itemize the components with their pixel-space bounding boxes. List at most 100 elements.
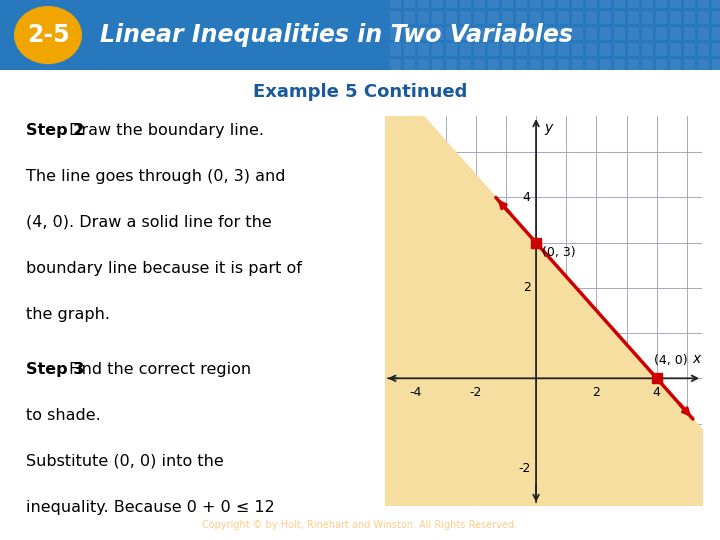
Bar bbox=[460, 11, 471, 24]
Text: x: x bbox=[692, 352, 701, 366]
Bar bbox=[390, 43, 401, 56]
Bar bbox=[446, 11, 457, 24]
Bar bbox=[586, 43, 597, 56]
Bar bbox=[614, 27, 625, 40]
Bar bbox=[684, 11, 695, 24]
Text: 4: 4 bbox=[653, 387, 661, 400]
Bar bbox=[432, 59, 443, 72]
Text: Find the correct region: Find the correct region bbox=[68, 362, 251, 376]
Bar bbox=[614, 43, 625, 56]
Text: (4, 0): (4, 0) bbox=[654, 354, 688, 367]
Text: to shade.: to shade. bbox=[26, 408, 100, 423]
Bar bbox=[628, 0, 639, 8]
Bar bbox=[474, 59, 485, 72]
Text: 4: 4 bbox=[523, 191, 531, 204]
Text: Copyright © by Holt, Rinehart and Winston. All Rights Reserved.: Copyright © by Holt, Rinehart and Winsto… bbox=[202, 520, 518, 530]
Text: 2: 2 bbox=[593, 387, 600, 400]
Bar bbox=[474, 43, 485, 56]
Bar bbox=[656, 0, 667, 8]
Bar bbox=[502, 0, 513, 8]
Bar bbox=[446, 0, 457, 8]
Text: y: y bbox=[544, 120, 553, 134]
Bar bbox=[712, 27, 720, 40]
Bar bbox=[712, 59, 720, 72]
Bar bbox=[516, 59, 527, 72]
Text: The line goes through (0, 3) and: The line goes through (0, 3) and bbox=[26, 168, 285, 184]
Bar bbox=[530, 59, 541, 72]
Bar bbox=[656, 43, 667, 56]
Bar bbox=[516, 0, 527, 8]
Bar bbox=[572, 27, 583, 40]
Bar bbox=[656, 59, 667, 72]
Bar bbox=[488, 59, 499, 72]
Bar bbox=[418, 0, 429, 8]
Bar bbox=[642, 0, 653, 8]
Bar bbox=[544, 11, 555, 24]
Bar bbox=[516, 43, 527, 56]
Bar bbox=[404, 59, 415, 72]
Bar bbox=[684, 43, 695, 56]
Bar bbox=[460, 27, 471, 40]
Bar bbox=[474, 27, 485, 40]
Text: 2-5: 2-5 bbox=[27, 23, 69, 47]
Bar bbox=[698, 59, 709, 72]
Ellipse shape bbox=[14, 6, 82, 64]
Bar bbox=[488, 11, 499, 24]
Bar bbox=[572, 43, 583, 56]
Bar bbox=[502, 59, 513, 72]
Bar bbox=[404, 27, 415, 40]
Bar bbox=[502, 27, 513, 40]
Bar bbox=[558, 0, 569, 8]
Text: Substitute (0, 0) into the: Substitute (0, 0) into the bbox=[26, 454, 223, 469]
Text: boundary line because it is part of: boundary line because it is part of bbox=[26, 261, 302, 275]
Bar bbox=[698, 27, 709, 40]
Bar bbox=[460, 59, 471, 72]
Bar bbox=[572, 0, 583, 8]
Bar bbox=[418, 43, 429, 56]
Bar bbox=[544, 43, 555, 56]
Text: -2: -2 bbox=[469, 387, 482, 400]
Bar bbox=[670, 0, 681, 8]
Bar bbox=[600, 43, 611, 56]
Bar bbox=[544, 0, 555, 8]
Bar bbox=[474, 11, 485, 24]
Bar bbox=[390, 0, 401, 8]
Bar bbox=[642, 59, 653, 72]
Bar bbox=[628, 27, 639, 40]
Bar bbox=[614, 11, 625, 24]
Bar bbox=[586, 59, 597, 72]
Bar bbox=[600, 0, 611, 8]
Bar bbox=[684, 59, 695, 72]
Bar bbox=[572, 59, 583, 72]
Text: -2: -2 bbox=[518, 462, 531, 475]
Bar bbox=[418, 27, 429, 40]
Bar bbox=[558, 43, 569, 56]
Bar bbox=[628, 11, 639, 24]
Bar bbox=[530, 11, 541, 24]
Bar bbox=[670, 27, 681, 40]
Bar bbox=[642, 43, 653, 56]
Bar bbox=[586, 0, 597, 8]
Text: Linear Inequalities in Two Variables: Linear Inequalities in Two Variables bbox=[100, 23, 573, 47]
Bar bbox=[404, 11, 415, 24]
Bar bbox=[670, 59, 681, 72]
Bar bbox=[670, 43, 681, 56]
Bar bbox=[628, 43, 639, 56]
Bar bbox=[698, 43, 709, 56]
Bar bbox=[600, 27, 611, 40]
Bar bbox=[502, 43, 513, 56]
Bar bbox=[544, 27, 555, 40]
Bar bbox=[558, 27, 569, 40]
Bar bbox=[390, 27, 401, 40]
Bar bbox=[488, 0, 499, 8]
Bar bbox=[600, 59, 611, 72]
Bar bbox=[600, 11, 611, 24]
Bar bbox=[404, 43, 415, 56]
Bar bbox=[516, 11, 527, 24]
Bar bbox=[432, 43, 443, 56]
Bar bbox=[530, 0, 541, 8]
Bar bbox=[516, 27, 527, 40]
Bar bbox=[712, 43, 720, 56]
Bar bbox=[656, 27, 667, 40]
Bar bbox=[488, 27, 499, 40]
